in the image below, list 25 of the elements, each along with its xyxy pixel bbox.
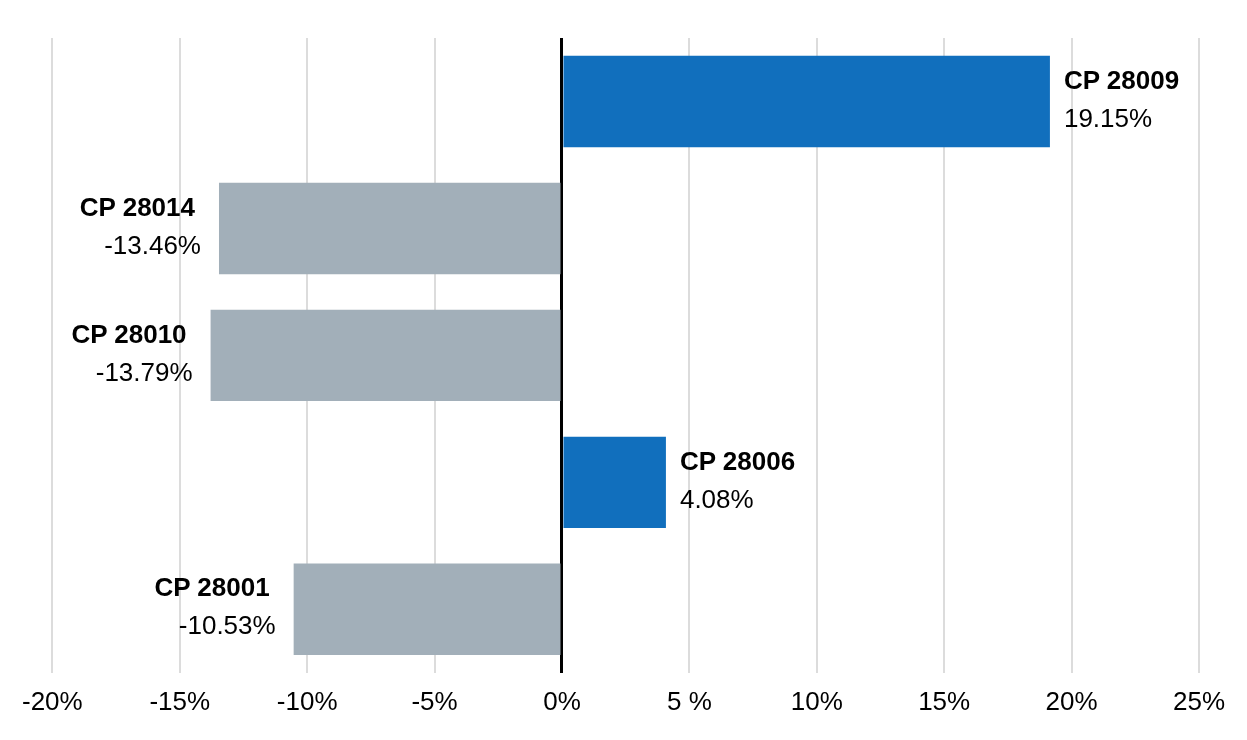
x-tick-label: -10% [276,685,338,716]
x-tick-label: -15% [149,685,211,716]
data-label: -13.46% [104,229,201,260]
x-tick-label: 20% [1045,685,1098,716]
bar [563,55,1050,148]
bar [563,436,666,529]
x-tick-label: 15% [918,685,971,716]
x-tick-label: 10% [790,685,843,716]
data-label: -13.79% [95,356,193,387]
y-tick-label: CP 28014 [79,191,196,222]
data-label: -10.53% [178,610,276,641]
y-tick-label: CP 28010 [71,318,187,349]
y-tick-label: CP 28009 [1063,64,1180,95]
bar [293,563,561,656]
x-tick-label: 0% [543,685,581,716]
y-tick-label: CP 28001 [154,572,270,603]
bar [218,182,561,275]
x-tick-label: 25% [1172,685,1225,716]
x-tick-label: -5% [411,685,458,716]
x-tick-label: 5 % [666,685,712,716]
data-label: 19.15% [1063,102,1153,133]
y-tick-label: CP 28006 [679,445,796,476]
bar [210,309,561,402]
x-tick-label: -20% [22,685,83,716]
data-label: 4.08% [679,483,754,514]
